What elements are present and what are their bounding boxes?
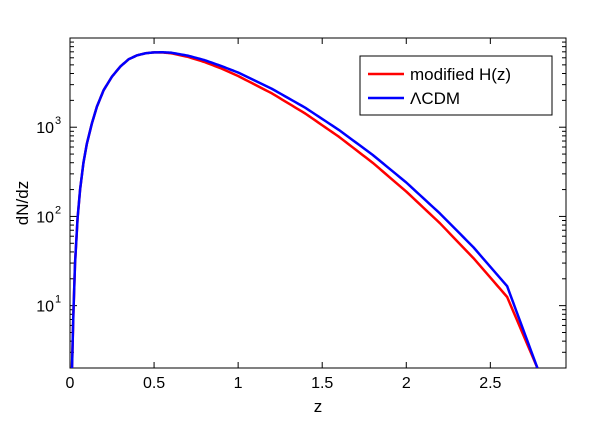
series-line-lcdm	[70, 51, 539, 368]
series-layer	[70, 51, 539, 368]
x-tick-label: 0.5	[143, 375, 165, 392]
x-tick-label: 1	[234, 375, 243, 392]
legend: modified H(z) ΛCDM	[359, 55, 553, 116]
x-tick-label: 1.5	[311, 375, 333, 392]
x-tick-label: 2	[402, 375, 411, 392]
y-axis-label: dN/dz	[13, 181, 32, 225]
y-tick-label: 10	[36, 120, 54, 137]
y-tick-label: 10	[36, 209, 54, 226]
x-tick-label: 2.5	[479, 375, 501, 392]
legend-box	[359, 55, 553, 116]
legend-label-modified-h: modified H(z)	[410, 65, 511, 84]
y-tick-exponent: 1	[55, 294, 61, 306]
y-tick-exponent: 2	[55, 204, 61, 216]
x-tick-label: 0	[66, 375, 75, 392]
x-axis-label: z	[314, 397, 323, 416]
y-tick-label: 10	[36, 299, 54, 316]
legend-label-lcdm: ΛCDM	[410, 89, 460, 108]
y-tick-exponent: 3	[55, 115, 61, 127]
